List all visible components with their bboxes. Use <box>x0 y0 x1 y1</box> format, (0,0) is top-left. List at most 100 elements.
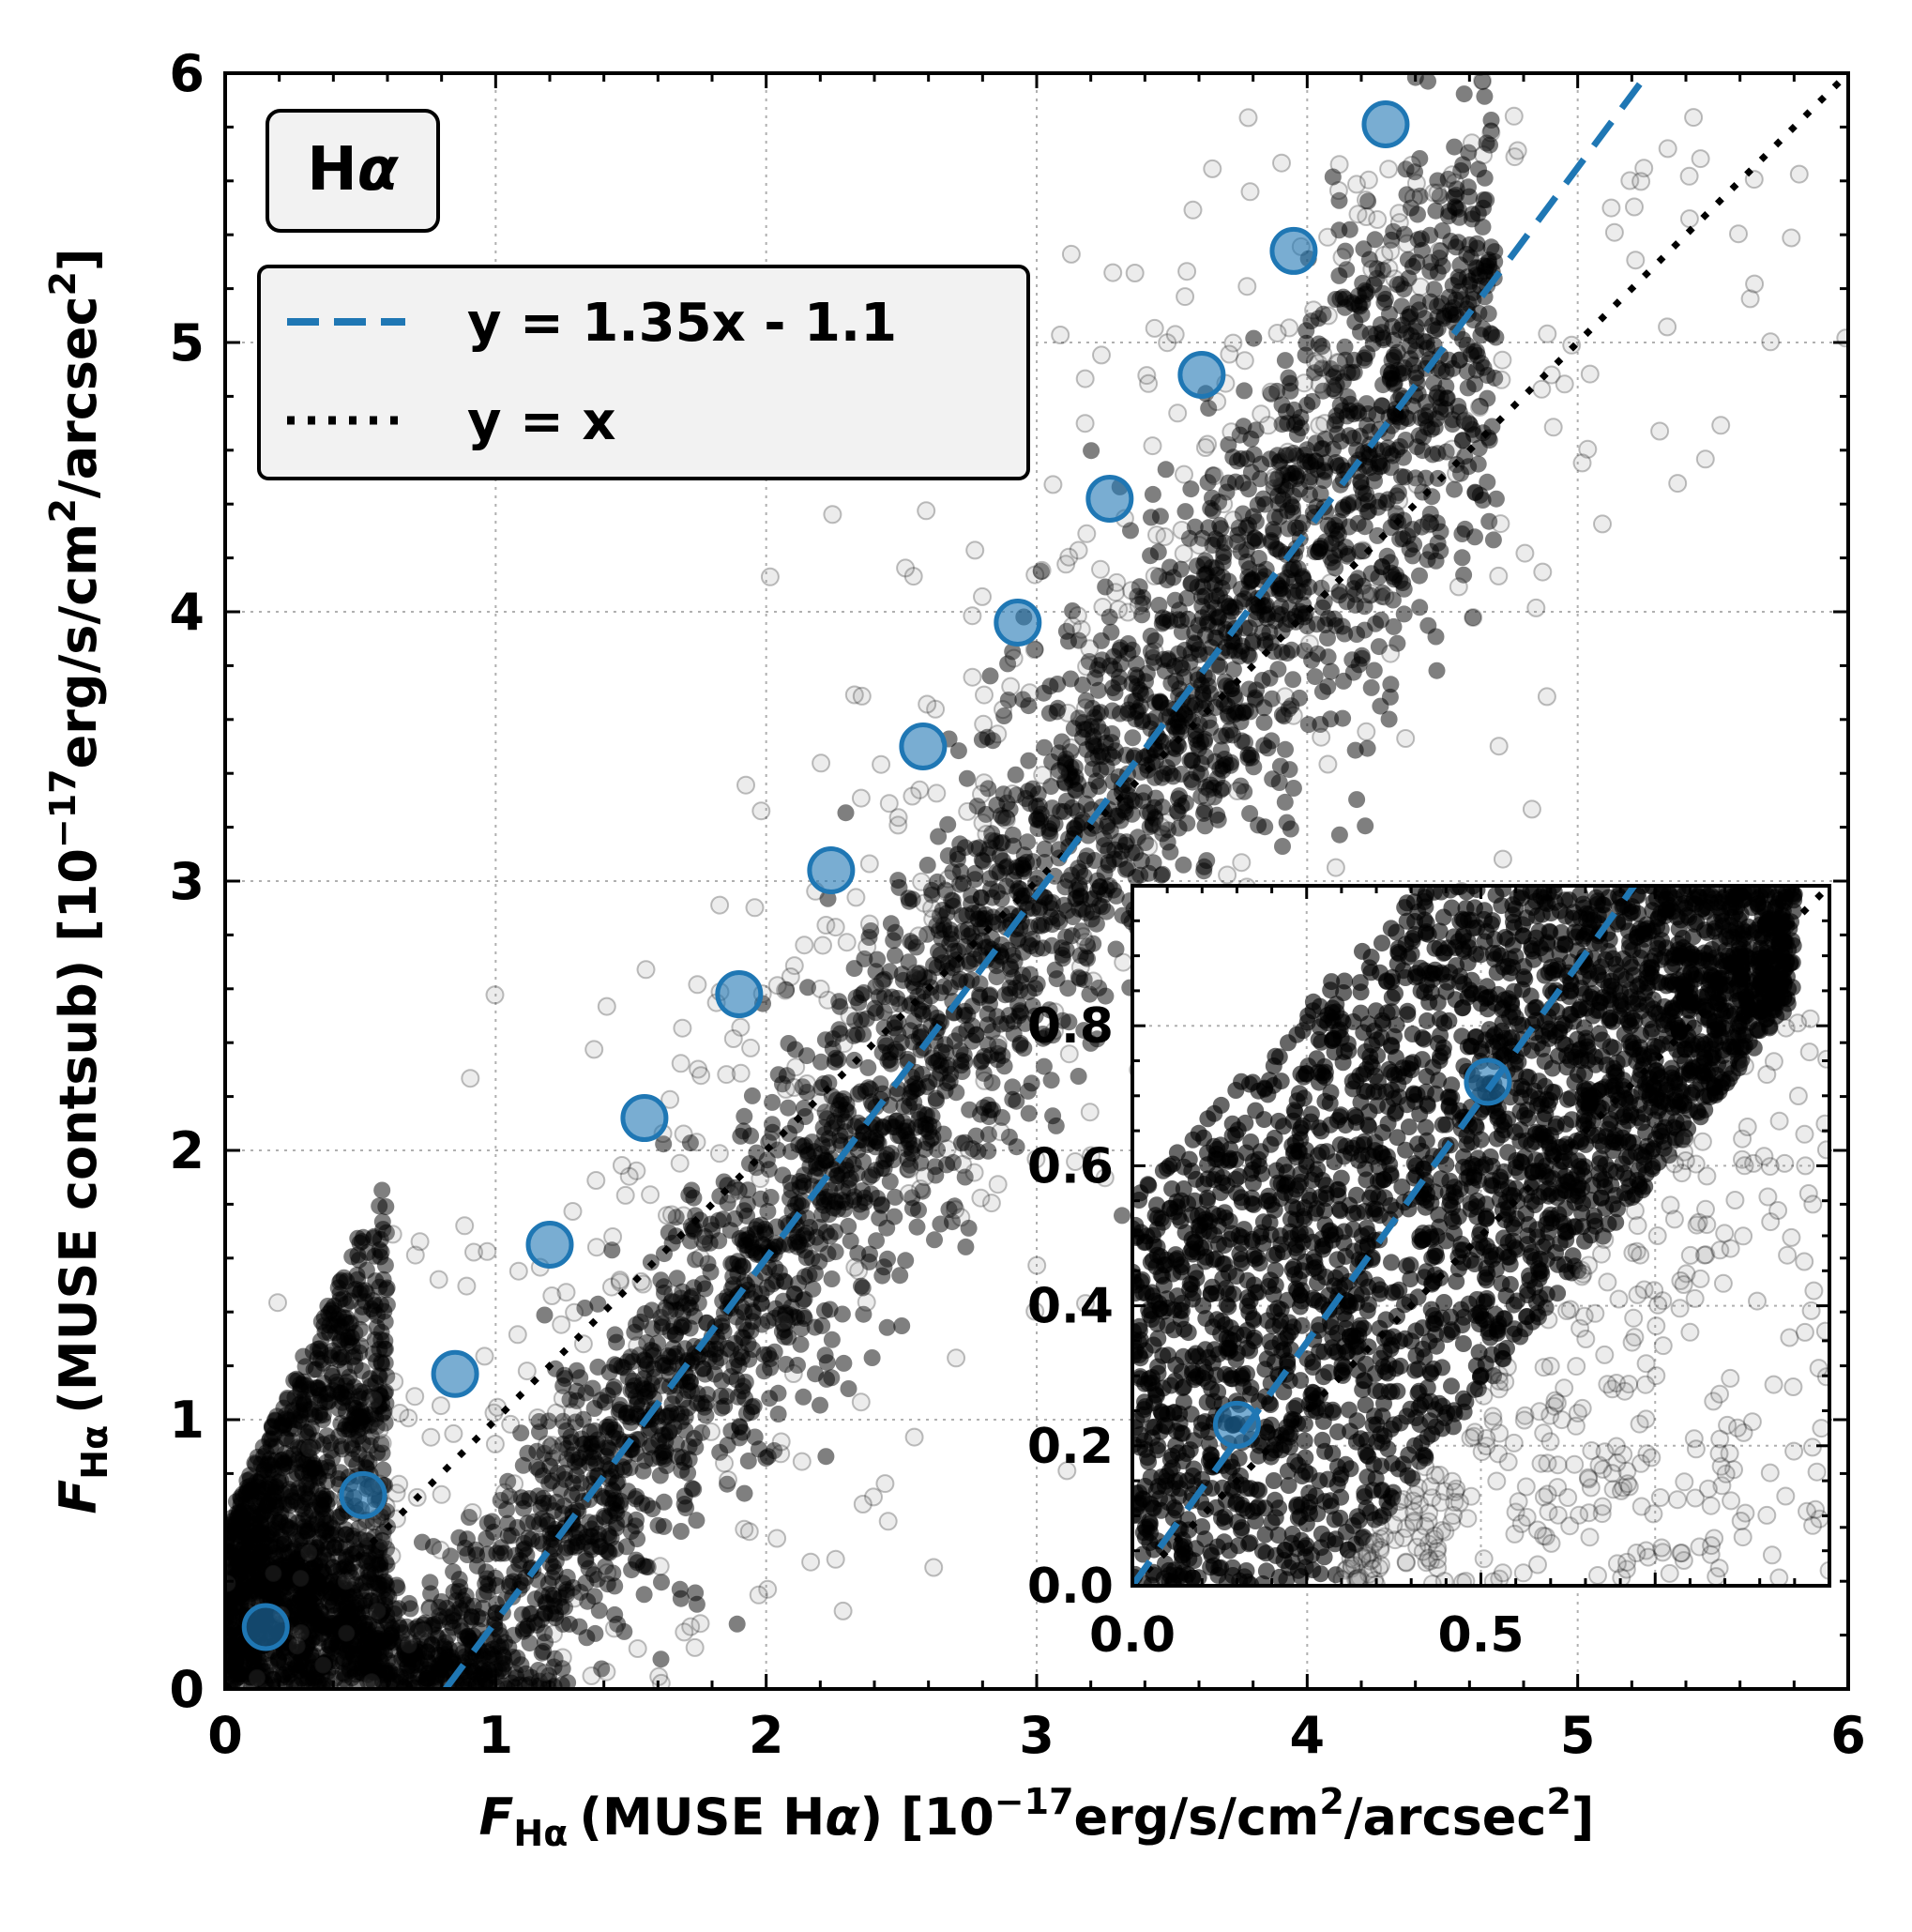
scatter-point <box>1393 468 1410 485</box>
scatter-point <box>1291 602 1309 620</box>
scatter-outlier <box>1214 494 1234 514</box>
scatter-outlier <box>1049 764 1069 783</box>
scatter-point <box>1356 351 1373 369</box>
scatter-point <box>1083 718 1100 736</box>
scatter-point <box>758 1151 776 1169</box>
scatter-point <box>612 1492 630 1510</box>
scatter-point <box>1306 668 1324 686</box>
scatter-outlier <box>846 888 866 907</box>
scatter-point <box>331 1273 349 1291</box>
scatter-point <box>971 988 989 1006</box>
scatter-point <box>795 1177 812 1194</box>
scatter-outlier <box>813 936 832 955</box>
scatter-outlier <box>1580 364 1600 384</box>
scatter-outlier <box>1183 200 1203 220</box>
scatter-point <box>533 1644 551 1662</box>
scatter-point <box>930 828 948 845</box>
scatter-point <box>1008 1138 1025 1156</box>
scatter-point <box>829 1051 847 1069</box>
scatter-point <box>742 1404 760 1421</box>
scatter-point <box>726 1209 744 1227</box>
scatter-point <box>786 1041 804 1058</box>
scatter-point <box>1245 329 1263 347</box>
scatter-point <box>855 1026 873 1043</box>
scatter-point <box>633 1495 651 1513</box>
scatter-point <box>1288 425 1306 443</box>
scatter-point <box>964 1017 981 1035</box>
scatter-point <box>1460 23 1477 39</box>
scatter-point <box>1411 599 1429 616</box>
scatter-outlier <box>1272 153 1291 173</box>
scatter-point <box>844 1192 862 1209</box>
scatter-outlier <box>1203 159 1222 178</box>
scatter-point <box>1328 616 1344 634</box>
scatter-point <box>1330 266 1348 284</box>
scatter-outlier <box>1145 318 1164 338</box>
scatter-point <box>1114 1207 1131 1225</box>
scatter-point <box>1397 432 1415 449</box>
scatter-point <box>1077 692 1095 709</box>
scatter-point <box>1346 741 1364 759</box>
scatter-point <box>863 1349 881 1366</box>
scatter-point <box>936 1036 954 1054</box>
scatter-outlier <box>1240 182 1260 202</box>
scatter-point <box>1352 323 1369 341</box>
scatter-point <box>736 1107 753 1125</box>
scatter-point <box>1102 623 1120 641</box>
scatter-point <box>751 1190 769 1208</box>
scatter-point <box>1020 1104 1038 1122</box>
scatter-point <box>1126 792 1144 810</box>
scatter-point <box>635 1586 653 1604</box>
scatter-point <box>1019 833 1037 851</box>
scatter-point <box>360 1650 378 1667</box>
scatter-point <box>600 1418 618 1436</box>
scatter-point <box>558 1568 576 1586</box>
scatter-point <box>1004 1090 1022 1108</box>
scatter-outlier <box>1782 228 1801 248</box>
scatter-point <box>855 1123 873 1141</box>
scatter-outlier <box>656 1301 675 1321</box>
scatter-point <box>859 1058 877 1076</box>
scatter-point <box>823 1331 841 1348</box>
scatter-point <box>343 1248 361 1266</box>
scatter-point <box>1411 150 1429 167</box>
scatter-point <box>807 1365 824 1383</box>
scatter-outlier <box>1312 727 1331 747</box>
scatter-point <box>322 1441 340 1459</box>
scatter-point <box>1341 221 1358 238</box>
scatter-point <box>1359 502 1377 520</box>
scatter-point <box>928 1092 945 1110</box>
scatter-point <box>634 1462 652 1480</box>
scatter-point <box>675 1453 693 1471</box>
scatter-point <box>1009 932 1026 949</box>
scatter-outlier <box>368 1602 387 1621</box>
scatter-point <box>1186 624 1204 642</box>
scatter-outlier <box>912 872 932 891</box>
scatter-point <box>1374 331 1392 349</box>
scatter-point <box>1089 681 1107 699</box>
scatter-point <box>908 1218 926 1236</box>
scatter-outlier <box>1295 373 1314 393</box>
scatter-point <box>1330 191 1348 209</box>
scatter-point <box>926 1231 943 1249</box>
scatter-point <box>1331 541 1348 559</box>
scatter-outlier <box>1489 737 1509 756</box>
scatter-point <box>377 1198 395 1215</box>
scatter-point <box>373 1181 391 1199</box>
scatter-point <box>1429 297 1446 315</box>
scatter-outlier <box>1442 165 1462 185</box>
scatter-point <box>1167 672 1185 690</box>
scatter-point <box>1376 290 1394 308</box>
scatter-point <box>661 1348 679 1366</box>
scatter-outlier <box>1538 324 1557 343</box>
scatter-point <box>1106 684 1124 702</box>
scatter-outlier <box>688 975 707 995</box>
scatter-point <box>1036 738 1054 756</box>
scatter-point <box>1307 434 1325 452</box>
scatter-point <box>1153 615 1171 632</box>
scatter-point <box>1112 639 1130 657</box>
scatter-point <box>1150 597 1168 614</box>
scatter-point <box>868 1232 885 1250</box>
scatter-point <box>1124 729 1142 747</box>
scatter-point <box>235 1538 253 1556</box>
